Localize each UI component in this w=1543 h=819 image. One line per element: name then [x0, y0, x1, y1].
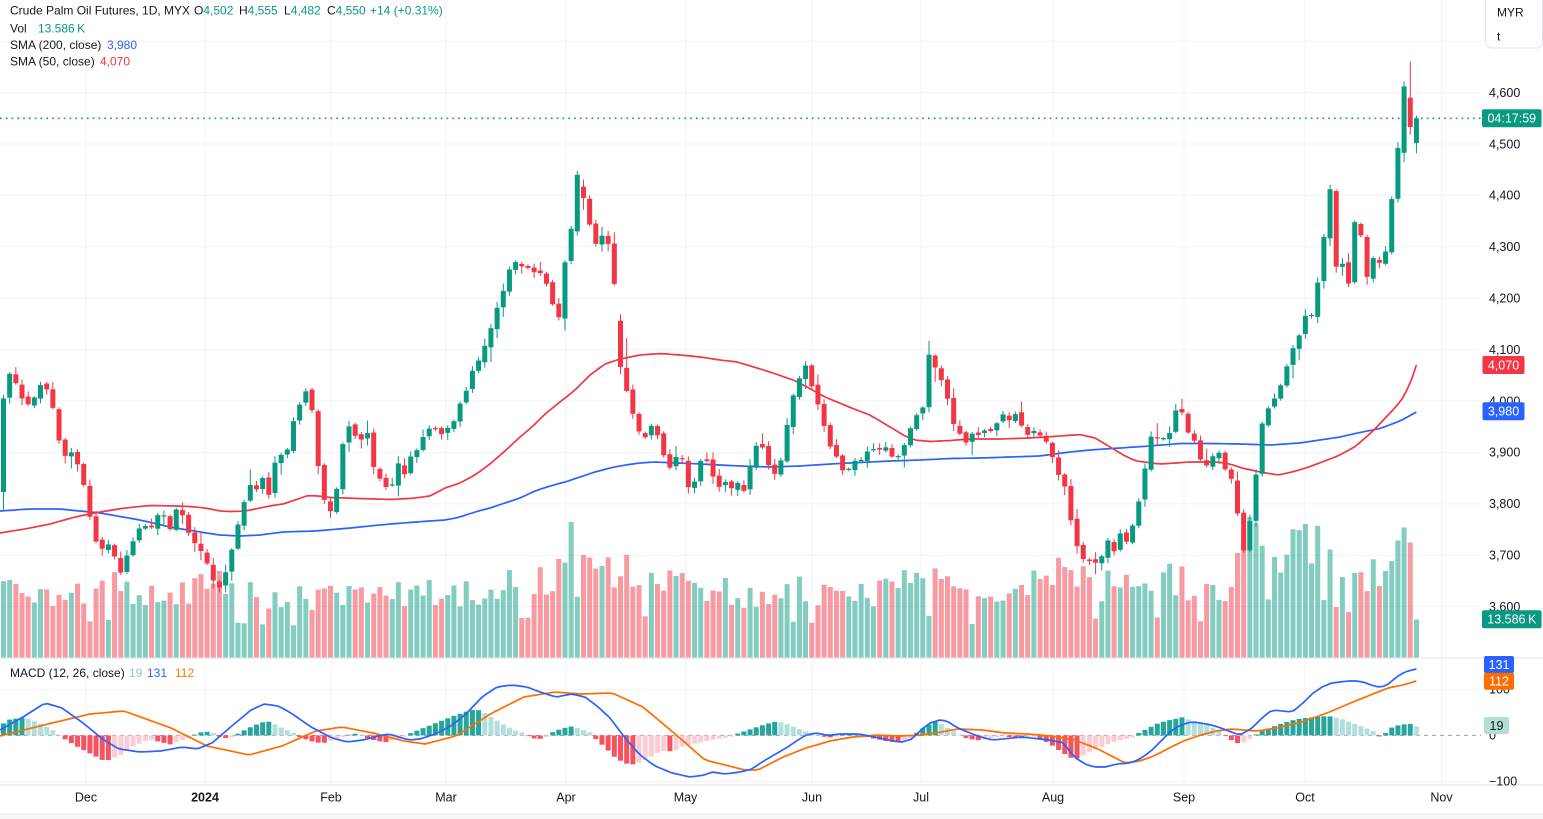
- svg-text:0: 0: [1489, 729, 1496, 743]
- svg-text:4,070: 4,070: [1488, 358, 1519, 372]
- svg-text:Oct: Oct: [1295, 791, 1315, 805]
- svg-text:−100: −100: [1489, 775, 1517, 789]
- svg-text:13.586 K: 13.586 K: [38, 21, 85, 35]
- svg-text:131: 131: [147, 666, 167, 680]
- svg-text:3,980: 3,980: [107, 38, 137, 52]
- svg-text:131: 131: [1489, 658, 1510, 672]
- svg-text:3,980: 3,980: [1488, 405, 1519, 419]
- svg-text:Mar: Mar: [435, 791, 457, 805]
- svg-text:19: 19: [129, 666, 143, 680]
- svg-text:4,400: 4,400: [1489, 189, 1520, 203]
- svg-text:May: May: [674, 791, 698, 805]
- svg-text:+14 (+0.31%): +14 (+0.31%): [370, 3, 443, 17]
- svg-text:3,800: 3,800: [1489, 497, 1520, 511]
- svg-text:4,500: 4,500: [1489, 137, 1520, 151]
- svg-text:MYR: MYR: [1497, 5, 1524, 19]
- svg-text:4,100: 4,100: [1489, 343, 1520, 357]
- svg-text:C4,550: C4,550: [327, 3, 366, 17]
- svg-text:L4,482: L4,482: [284, 3, 321, 17]
- svg-text:4,600: 4,600: [1489, 86, 1520, 100]
- svg-text:Vol: Vol: [10, 21, 27, 35]
- svg-text:Sep: Sep: [1173, 791, 1195, 805]
- svg-text:SMA (50, close): SMA (50, close): [10, 54, 95, 68]
- svg-text:4,300: 4,300: [1489, 240, 1520, 254]
- svg-text:t: t: [1497, 29, 1501, 43]
- svg-text:Feb: Feb: [320, 791, 342, 805]
- svg-text:SMA (200, close): SMA (200, close): [10, 38, 101, 52]
- svg-text:MACD (12, 26, close): MACD (12, 26, close): [10, 666, 125, 680]
- svg-text:4,070: 4,070: [100, 54, 130, 68]
- svg-text:2024: 2024: [191, 791, 219, 805]
- svg-text:3,900: 3,900: [1489, 446, 1520, 460]
- svg-text:112: 112: [175, 666, 194, 680]
- svg-text:112: 112: [1489, 675, 1509, 689]
- svg-text:Aug: Aug: [1042, 791, 1064, 805]
- svg-text:Nov: Nov: [1430, 791, 1453, 805]
- svg-text:Crude Palm Oil Futures, 1D, MY: Crude Palm Oil Futures, 1D, MYX: [10, 3, 190, 17]
- svg-text:Dec: Dec: [75, 791, 97, 805]
- svg-text:O4,502: O4,502: [194, 3, 234, 17]
- svg-text:19: 19: [1490, 719, 1504, 733]
- svg-text:H4,555: H4,555: [239, 3, 278, 17]
- svg-text:13.586 K: 13.586 K: [1487, 613, 1537, 627]
- svg-text:Jul: Jul: [913, 791, 929, 805]
- svg-text:Jun: Jun: [802, 791, 822, 805]
- svg-text:4,200: 4,200: [1489, 292, 1520, 306]
- svg-text:Apr: Apr: [556, 791, 575, 805]
- svg-text:04:17:59: 04:17:59: [1487, 112, 1536, 126]
- svg-text:3,700: 3,700: [1489, 549, 1520, 563]
